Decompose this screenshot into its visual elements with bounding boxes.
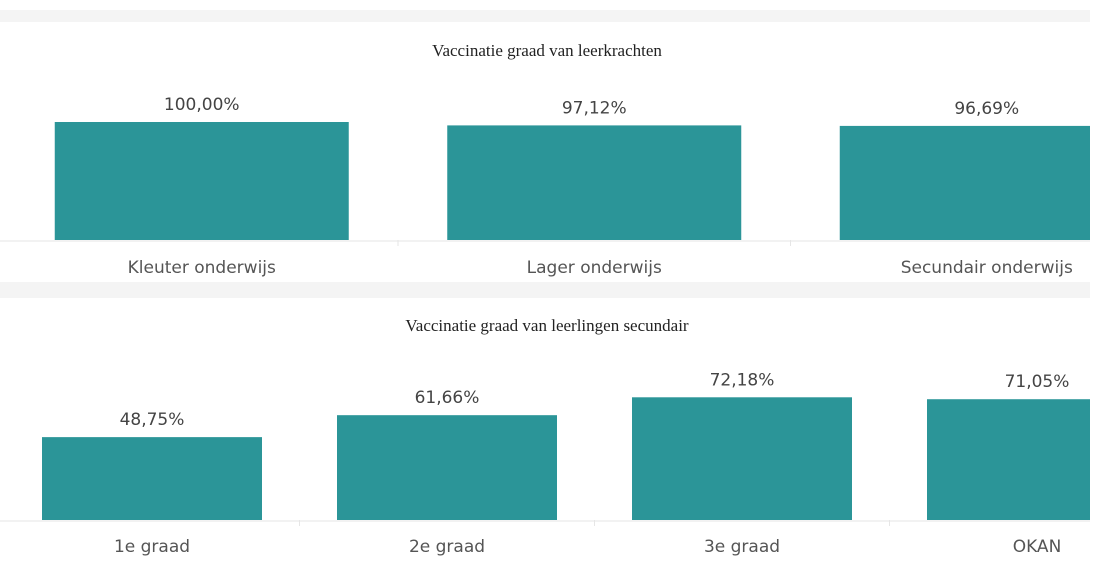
- bar: [839, 125, 1090, 240]
- bar: [632, 397, 852, 520]
- bar: [42, 437, 262, 520]
- value-label: 100,00%: [164, 95, 240, 115]
- panel-strip: [0, 282, 1090, 298]
- chart-students: Vaccinatie graad van leerlingen secundai…: [0, 316, 1090, 557]
- chart-teachers: Vaccinatie graad van leerkrachten 100,00%…: [0, 41, 1090, 278]
- value-label: 48,75%: [120, 410, 185, 430]
- value-label: 71,05%: [1005, 372, 1070, 392]
- bar: [447, 125, 742, 240]
- chart-title: Vaccinatie graad van leerlingen secundai…: [405, 316, 689, 335]
- x-tick-label: Secundair onderwijs: [901, 258, 1073, 278]
- x-tick-label: 1e graad: [114, 537, 190, 557]
- x-tick-label: OKAN: [1013, 537, 1062, 557]
- x-tick-label: 3e graad: [704, 537, 780, 557]
- x-tick-label: 2e graad: [409, 537, 485, 557]
- bar: [337, 415, 557, 520]
- x-tick-label: Kleuter onderwijs: [128, 258, 276, 278]
- value-label: 97,12%: [562, 98, 627, 118]
- value-label: 96,69%: [954, 99, 1019, 119]
- value-label: 72,18%: [710, 370, 775, 390]
- chart-title: Vaccinatie graad van leerkrachten: [432, 41, 662, 60]
- panel-strip: [0, 10, 1090, 22]
- bar: [54, 122, 349, 240]
- x-tick-label: Lager onderwijs: [527, 258, 662, 278]
- bar: [927, 399, 1090, 520]
- value-label: 61,66%: [415, 388, 480, 408]
